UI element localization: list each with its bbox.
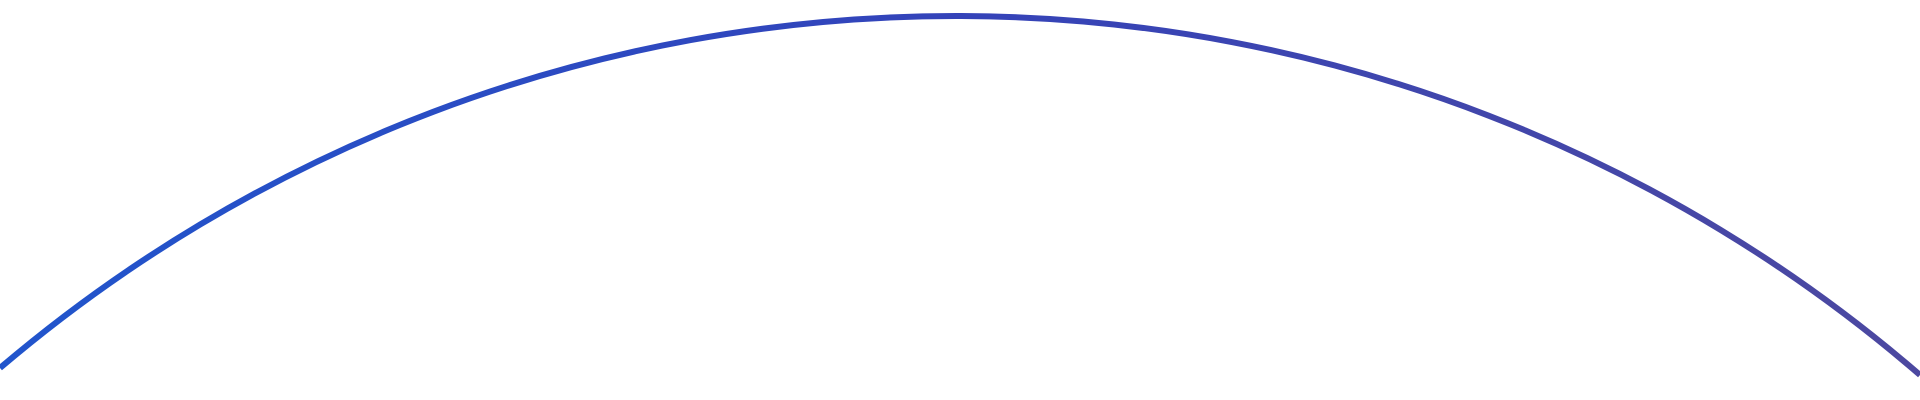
arc-curve: [0, 13, 1920, 378]
